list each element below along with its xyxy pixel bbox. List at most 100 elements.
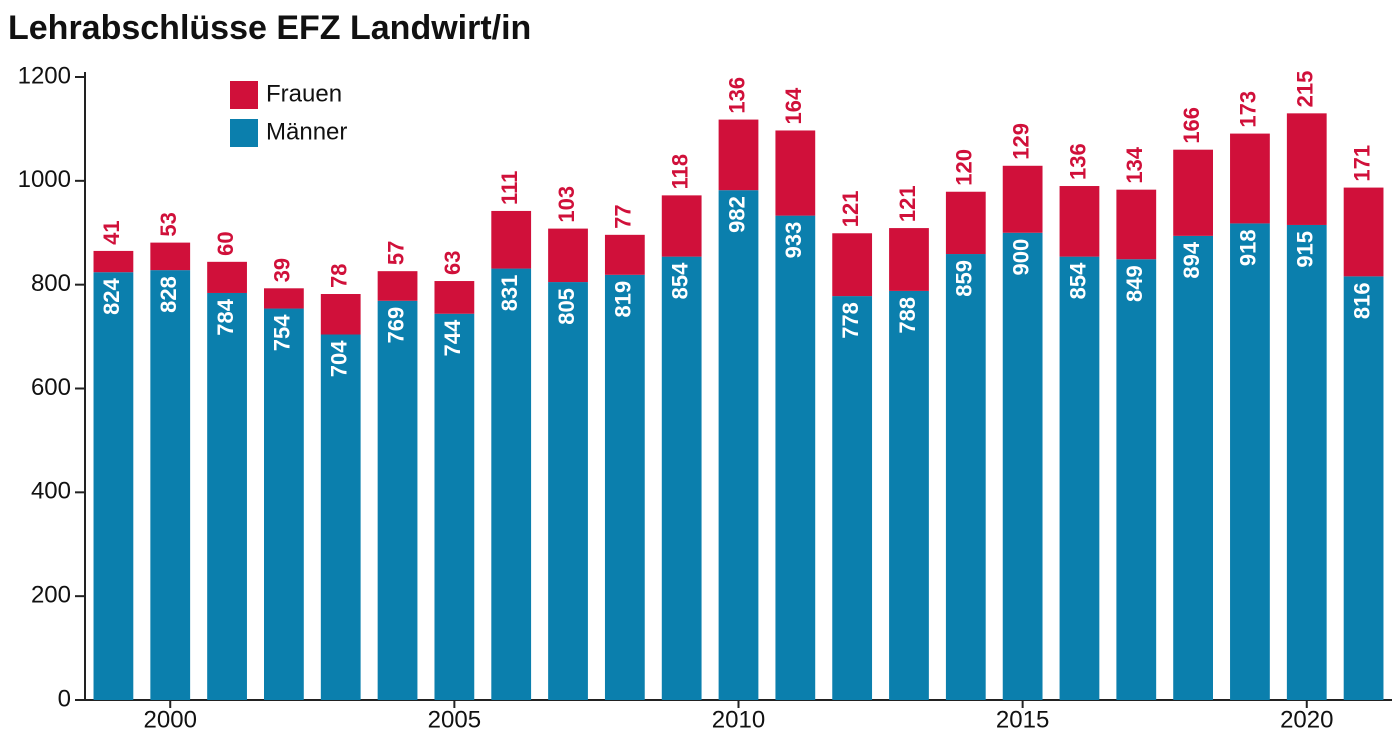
legend-swatch [230, 81, 258, 109]
bar-segment [832, 296, 873, 700]
bar-segment [1002, 232, 1043, 700]
bar-segment [1002, 165, 1043, 233]
value-label: 60 [213, 231, 238, 255]
bar-segment [1230, 223, 1270, 700]
value-label: 744 [440, 319, 465, 356]
bar-segment [775, 130, 816, 216]
bar-segment [1116, 259, 1157, 700]
bar-segment [1286, 113, 1327, 225]
x-tick-label: 2005 [428, 706, 481, 733]
value-label: 120 [952, 149, 977, 186]
x-tick-label: 2020 [1280, 706, 1333, 733]
y-tick-label: 600 [31, 374, 71, 401]
y-tick-label: 0 [58, 685, 71, 712]
value-label: 121 [838, 191, 863, 228]
y-tick-label: 1000 [18, 166, 71, 193]
bar-segment [377, 271, 418, 301]
value-label: 118 [667, 154, 692, 190]
bar-segment [434, 313, 475, 700]
bar-segment [264, 308, 304, 700]
value-label: 900 [1008, 239, 1033, 276]
bar-segment [1059, 186, 1100, 257]
bar-segment [661, 256, 702, 700]
value-label: 134 [1122, 146, 1147, 183]
value-label: 894 [1179, 241, 1204, 278]
value-label: 215 [1293, 71, 1318, 108]
bar-segment [775, 215, 816, 700]
bar-segment [889, 290, 929, 700]
value-label: 915 [1293, 231, 1318, 268]
bar-segment [718, 119, 759, 191]
value-label: 111 [497, 171, 522, 205]
value-label: 982 [724, 196, 749, 233]
bar-segment [1343, 276, 1384, 700]
chart-title: Lehrabschlüsse EFZ Landwirt/in [8, 9, 531, 47]
bar-segment [1286, 224, 1327, 700]
value-label: 824 [99, 277, 124, 314]
bar-segment [661, 195, 702, 257]
bar-segment [604, 234, 645, 275]
bar-segment [207, 261, 247, 293]
value-label: 819 [611, 281, 636, 318]
bar-segment [150, 242, 191, 271]
value-label: 53 [156, 212, 181, 236]
value-label: 849 [1122, 265, 1147, 302]
bar-segment [264, 288, 304, 309]
legend-swatch [230, 119, 258, 147]
value-label: 918 [1236, 229, 1261, 266]
bar-segment [1059, 256, 1100, 700]
bar-segment [320, 334, 361, 700]
value-label: 854 [1065, 262, 1090, 299]
bar-segment [832, 233, 873, 297]
x-tick-label: 2010 [712, 706, 765, 733]
bar-segment [945, 254, 986, 700]
bar-segment [1173, 149, 1213, 236]
value-label: 859 [952, 260, 977, 297]
bar-segment [93, 272, 134, 700]
bar-segment [320, 294, 361, 335]
x-tick-label: 2000 [144, 706, 197, 733]
value-label: 816 [1349, 282, 1374, 319]
value-label: 784 [213, 298, 238, 335]
value-label: 828 [156, 276, 181, 313]
bar-segment [604, 274, 645, 700]
value-label: 39 [270, 258, 295, 282]
value-label: 129 [1008, 123, 1033, 160]
bar-segment [377, 300, 418, 700]
bar-segment [1173, 235, 1213, 701]
value-label: 171 [1349, 145, 1374, 182]
bar-segment [207, 292, 247, 700]
value-label: 63 [440, 251, 465, 275]
value-label: 933 [781, 222, 806, 259]
y-tick-label: 800 [31, 270, 71, 297]
value-label: 854 [667, 262, 692, 299]
bar-segment [491, 210, 532, 269]
legend-label: Männer [266, 118, 347, 145]
value-label: 166 [1179, 107, 1204, 144]
bar-segment [1116, 189, 1157, 260]
value-label: 769 [383, 307, 408, 344]
y-tick-label: 400 [31, 478, 71, 505]
bar-segment [93, 250, 134, 273]
value-label: 164 [781, 87, 806, 124]
value-label: 103 [554, 186, 579, 223]
bar-segment [548, 228, 588, 283]
bar-segment [718, 190, 759, 700]
value-label: 173 [1236, 91, 1261, 128]
value-label: 136 [724, 77, 749, 114]
value-label: 704 [327, 340, 352, 377]
x-tick-label: 2015 [996, 706, 1049, 733]
value-label: 754 [270, 314, 295, 351]
value-label: 121 [895, 185, 920, 222]
value-label: 778 [838, 302, 863, 339]
y-tick-label: 200 [31, 582, 71, 609]
value-label: 805 [554, 288, 579, 325]
y-tick-label: 1200 [18, 62, 71, 89]
bar-segment [1230, 133, 1270, 224]
value-label: 57 [383, 241, 408, 265]
bar-segment [491, 268, 532, 700]
bar-segment [150, 270, 191, 700]
value-label: 77 [611, 204, 636, 228]
legend-label: Frauen [266, 80, 342, 107]
